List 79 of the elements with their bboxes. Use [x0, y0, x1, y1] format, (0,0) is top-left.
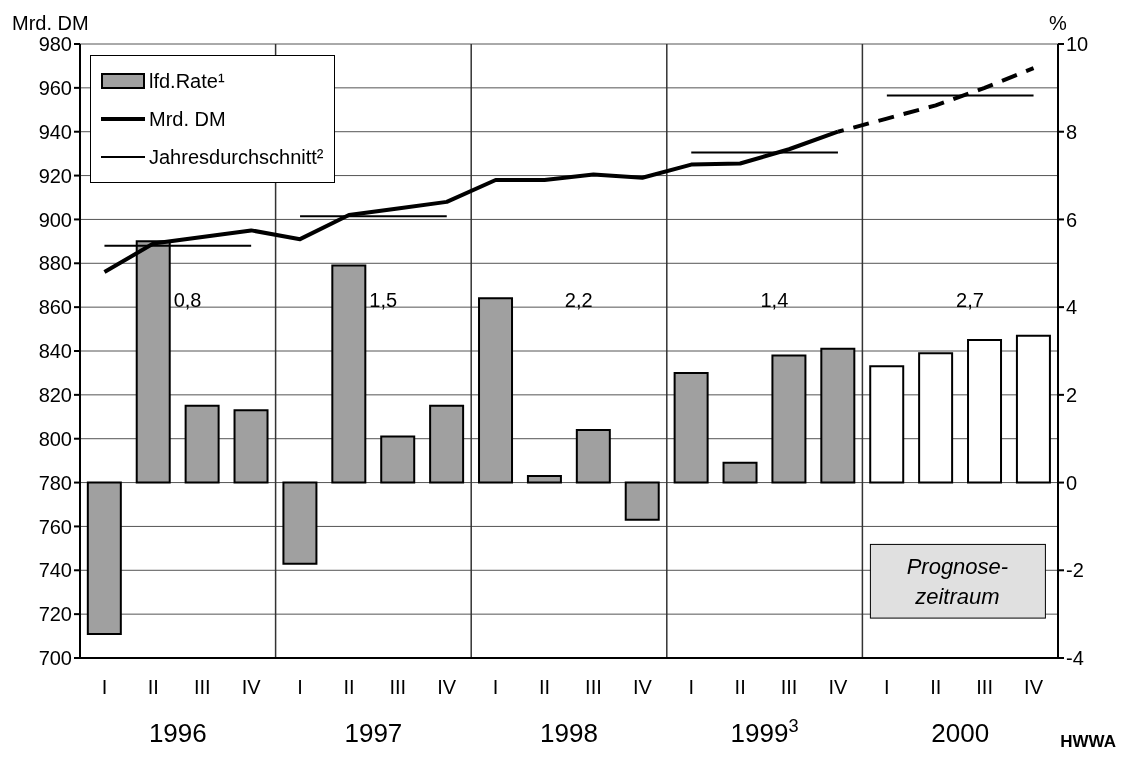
y-tick-label: 920: [38, 164, 72, 187]
x-tick-label: IV: [1024, 676, 1044, 698]
y-tick-label: 760: [38, 515, 72, 538]
annotation: 0,8: [173, 288, 202, 311]
x-tick-label: II: [343, 676, 355, 698]
y-tick-label: 720: [38, 603, 72, 626]
bar: [771, 354, 807, 484]
y2-axis-title: %: [1049, 12, 1068, 34]
y-tick-label: 820: [38, 383, 72, 406]
y2-tick-label: -2: [1066, 559, 1084, 582]
annotation: 2,7: [956, 288, 984, 311]
legend-label: Mrd. DM: [149, 107, 226, 132]
bar: [282, 481, 318, 565]
y-tick-label: 740: [38, 559, 72, 582]
y-tick-label: 880: [38, 252, 72, 275]
legend-label: Jahresdurchschnitt²: [149, 145, 324, 170]
bar: [918, 352, 954, 484]
x-tick-label: I: [297, 676, 303, 698]
y-tick-label: 700: [38, 647, 72, 670]
x-tick-label: IV: [437, 676, 457, 698]
bar: [380, 435, 416, 484]
bar: [967, 339, 1003, 484]
x-tick-label: II: [147, 676, 159, 698]
x-tick-label: I: [884, 676, 890, 698]
y2-tick-label: 4: [1066, 296, 1078, 319]
bar: [1015, 334, 1051, 484]
y-tick-label: 800: [38, 427, 72, 450]
x-tick-label: II: [734, 676, 746, 698]
x-tick-label: III: [780, 676, 798, 698]
text: 1999$^{3}$: [730, 716, 799, 748]
y-tick-label: 860: [38, 296, 72, 319]
bar: [233, 409, 269, 484]
x-tick-label: IV: [828, 676, 849, 698]
y-axis-title: Mrd. DM: [12, 12, 89, 34]
annotation: 1,5: [369, 288, 398, 311]
legend-label: lfd.Rate¹: [149, 69, 225, 94]
text: 1996: [148, 718, 207, 748]
text: 2000: [931, 718, 990, 748]
x-tick-label: I: [101, 676, 108, 698]
annotation: 2,2: [564, 288, 593, 311]
bar: [722, 461, 758, 484]
y2-tick-label: 0: [1066, 471, 1078, 494]
y2-tick-label: 6: [1066, 208, 1078, 231]
text: 1997: [344, 718, 403, 748]
bar: [869, 365, 905, 484]
x-tick-label: II: [930, 676, 942, 698]
x-tick-label: I: [688, 676, 695, 698]
text: HWWA: [1060, 732, 1116, 751]
y2-tick-label: -4: [1066, 647, 1084, 670]
text: 1998: [540, 718, 598, 748]
x-tick-label: III: [193, 676, 211, 698]
y-tick-label: 980: [38, 33, 72, 56]
y2-tick-label: 2: [1066, 383, 1078, 406]
bar: [526, 474, 562, 484]
bar: [184, 404, 220, 484]
annotation: Prognose-zeitraum: [906, 554, 1009, 610]
x-tick-label: III: [389, 676, 407, 698]
bar: [673, 371, 709, 484]
bar: [575, 428, 611, 484]
y-tick-label: 940: [38, 120, 72, 143]
x-tick-label: III: [976, 676, 993, 698]
x-tick-label: III: [585, 676, 602, 698]
y2-tick-label: 10: [1066, 33, 1089, 56]
bar: [820, 347, 856, 484]
x-tick-label: II: [538, 676, 551, 698]
x-tick-label: I: [492, 676, 499, 698]
y-tick-label: 960: [38, 76, 72, 99]
bar: [478, 297, 514, 484]
y-tick-label: 900: [38, 208, 72, 231]
y-tick-label: 780: [38, 471, 72, 494]
bar: [331, 264, 367, 484]
x-tick-label: IV: [241, 676, 262, 698]
annotation: 1,4: [760, 288, 789, 311]
x-tick-label: IV: [632, 676, 653, 698]
bar: [429, 404, 465, 484]
bar: [624, 481, 660, 521]
y2-tick-label: 8: [1066, 120, 1078, 143]
y-tick-label: 840: [38, 340, 72, 363]
bar: [86, 481, 122, 635]
